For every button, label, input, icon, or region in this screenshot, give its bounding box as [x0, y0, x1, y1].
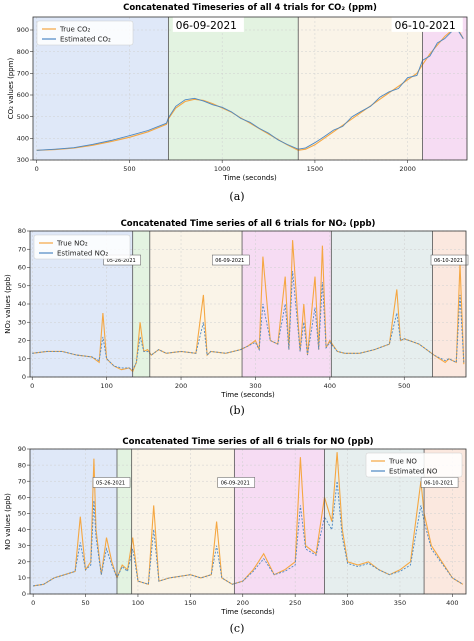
x-tick-label: 500 [123, 165, 135, 173]
trial-segment [132, 231, 150, 377]
x-tick-label: 250 [289, 599, 301, 607]
y-tick-label: 70 [18, 245, 26, 253]
y-tick-label: 0 [22, 590, 26, 598]
legend-entry: Estimated CO₂ [60, 36, 111, 44]
x-tick-label: 100 [132, 599, 144, 607]
x-axis-label: Time (seconds) [220, 391, 275, 399]
y-tick-label: 80 [18, 227, 26, 235]
legend-entry: True CO₂ [59, 26, 90, 34]
trial-segment [234, 449, 325, 594]
x-tick-label: 400 [324, 382, 336, 390]
y-tick-label: 70 [18, 477, 26, 485]
x-tick-label: 1500 [307, 165, 324, 173]
y-axis-label: NO values (ppb) [4, 493, 12, 550]
date-label-box [420, 477, 459, 488]
y-tick-label: 30 [18, 318, 26, 326]
date-label: 05-26-2021 [107, 258, 136, 264]
x-tick-label: 200 [175, 382, 187, 390]
x-tick-label: 2000 [399, 165, 416, 173]
y-tick-label: 300 [17, 156, 29, 164]
figure-caption: (c) [230, 622, 245, 635]
x-tick-label: 1000 [214, 165, 231, 173]
y-tick-label: 20 [18, 337, 26, 345]
date-label-box [217, 477, 255, 488]
date-label: 05-26-2021 [96, 480, 125, 486]
series-line-true [32, 240, 465, 373]
y-axis-label: CO₂ values (ppm) [7, 57, 15, 119]
x-tick-label: 0 [30, 382, 34, 390]
x-tick-label: 0 [31, 599, 35, 607]
date-label: 06-09-2021 [176, 20, 237, 32]
y-tick-label: 80 [18, 461, 26, 469]
date-label: 06-10-2021 [434, 258, 463, 264]
y-tick-label: 10 [18, 574, 26, 582]
y-tick-label: 0 [22, 373, 26, 381]
plot-frame [29, 448, 467, 595]
y-tick-label: 50 [18, 282, 26, 290]
date-label-box [391, 16, 463, 32]
series-line-estimated [33, 481, 464, 587]
date-label-box [430, 254, 469, 266]
x-tick-label: 300 [249, 382, 261, 390]
trial-segment [168, 17, 299, 160]
chart-title: Concatenated Timeseries of all 4 trials … [123, 3, 377, 13]
y-tick-label: 40 [18, 526, 26, 534]
chart-title: Concatenated Time series of all 6 trials… [121, 219, 376, 229]
series-line-estimated [36, 29, 464, 151]
legend-entry: Estimated NO₂ [57, 250, 108, 258]
y-tick-label: 90 [18, 445, 26, 453]
x-tick-label: 0 [35, 165, 39, 173]
y-tick-label: 50 [18, 510, 26, 518]
x-tick-label: 50 [81, 599, 89, 607]
legend-entry: Estimated NO [389, 468, 438, 476]
chart-title: Concatenated Time series of all 6 trials… [122, 437, 373, 447]
legend-box [33, 234, 131, 260]
trial-segment [422, 17, 467, 160]
legend-box [36, 20, 134, 46]
plot-frame [32, 16, 468, 161]
y-tick-label: 500 [17, 113, 29, 121]
y-tick-label: 700 [17, 70, 29, 78]
legend-box [365, 452, 463, 478]
trial-segment [131, 449, 235, 594]
y-tick-label: 800 [17, 48, 29, 56]
x-tick-label: 200 [237, 599, 249, 607]
y-tick-label: 400 [17, 135, 29, 143]
y-tick-label: 40 [18, 300, 26, 308]
x-tick-label: 300 [341, 599, 353, 607]
chart-panel-1: 06-09-2021 06-10-2021 0 500 1000 1500 2000 300 4… [7, 3, 468, 203]
date-label: 06-09-2021 [221, 480, 250, 486]
legend-entry: True NO [388, 458, 417, 466]
x-tick-label: 100 [100, 382, 112, 390]
y-tick-label: 900 [17, 26, 29, 34]
x-axis-label: Time (seconds) [220, 608, 275, 616]
legend-entry: True NO₂ [56, 240, 88, 248]
x-axis-label: Time (seconds) [222, 174, 277, 182]
y-tick-label: 10 [18, 355, 26, 363]
x-tick-label: 150 [184, 599, 196, 607]
y-tick-label: 30 [18, 542, 26, 550]
trial-segment [298, 17, 423, 160]
y-tick-label: 60 [18, 264, 26, 272]
date-label-box [212, 254, 250, 266]
date-label: 06-10-2021 [395, 20, 456, 32]
x-tick-label: 500 [398, 382, 410, 390]
date-label-box [92, 477, 131, 488]
series-line-estimated [32, 271, 465, 371]
date-label: 06-10-2021 [424, 480, 453, 486]
x-tick-label: 400 [446, 599, 458, 607]
y-axis-label: NO₂ values (ppb) [4, 274, 12, 334]
date-label: 06-09-2021 [215, 258, 244, 264]
x-tick-label: 350 [394, 599, 406, 607]
figure-caption: (b) [229, 404, 245, 417]
y-tick-label: 600 [17, 91, 29, 99]
date-label-box [172, 16, 244, 32]
figure-caption: (a) [229, 190, 244, 203]
y-tick-label: 20 [18, 558, 26, 566]
y-tick-label: 60 [18, 494, 26, 502]
